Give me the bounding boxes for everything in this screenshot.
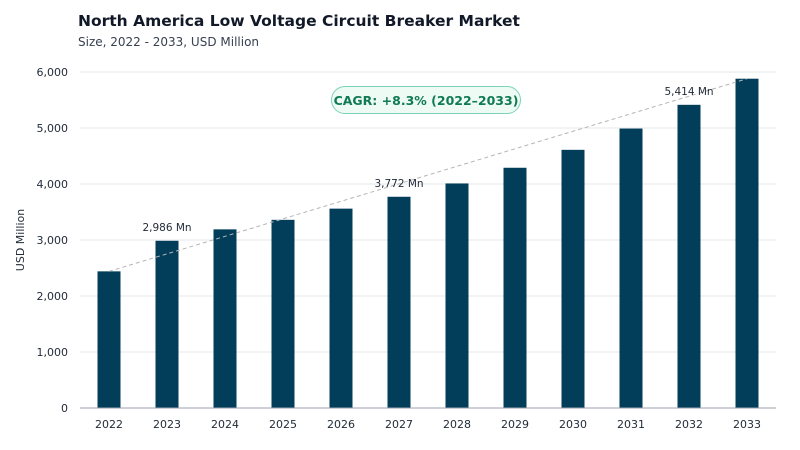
data-label-2032: 5,414 Mn	[664, 86, 713, 98]
bar-2022	[97, 271, 121, 408]
cagr-trend-line	[108, 78, 748, 272]
bar-2031	[619, 128, 643, 408]
x-tick-label: 2025	[269, 418, 297, 431]
bar-2025	[271, 219, 295, 408]
bar-2023	[155, 240, 179, 408]
chart-title: North America Low Voltage Circuit Breake…	[78, 12, 520, 30]
x-tick-label: 2028	[443, 418, 471, 431]
y-tick-label: 0	[61, 402, 68, 415]
bar-2024	[213, 229, 237, 408]
y-tick-label: 1,000	[37, 346, 69, 359]
y-tick-label: 3,000	[37, 234, 69, 247]
bar-2032	[677, 104, 701, 408]
y-tick-label: 5,000	[37, 122, 69, 135]
chart-subtitle: Size, 2022 - 2033, USD Million	[78, 35, 260, 49]
y-tick-label: 2,000	[37, 290, 69, 303]
bar-2028	[445, 183, 469, 408]
bar-2033	[735, 78, 759, 408]
y-axis-label: USD Million	[14, 209, 27, 271]
y-tick-label: 4,000	[37, 178, 69, 191]
cagr-annotation: CAGR: +8.3% (2022–2033)	[331, 86, 521, 114]
x-tick-label: 2032	[675, 418, 703, 431]
x-tick-label: 2023	[153, 418, 181, 431]
x-tick-label: 2026	[327, 418, 355, 431]
x-tick-label: 2027	[385, 418, 413, 431]
bar-2027	[387, 196, 411, 408]
x-tick-label: 2024	[211, 418, 239, 431]
bar-2026	[329, 208, 353, 408]
x-tick-label: 2030	[559, 418, 587, 431]
data-label-2023: 2,986 Mn	[142, 222, 191, 234]
x-tick-label: 2031	[617, 418, 645, 431]
x-tick-label: 2033	[733, 418, 761, 431]
data-label-2027: 3,772 Mn	[374, 178, 423, 190]
bar-2029	[503, 167, 527, 408]
y-tick-label: 6,000	[37, 66, 69, 79]
x-tick-label: 2029	[501, 418, 529, 431]
x-tick-label: 2022	[95, 418, 123, 431]
bar-2030	[561, 149, 585, 408]
